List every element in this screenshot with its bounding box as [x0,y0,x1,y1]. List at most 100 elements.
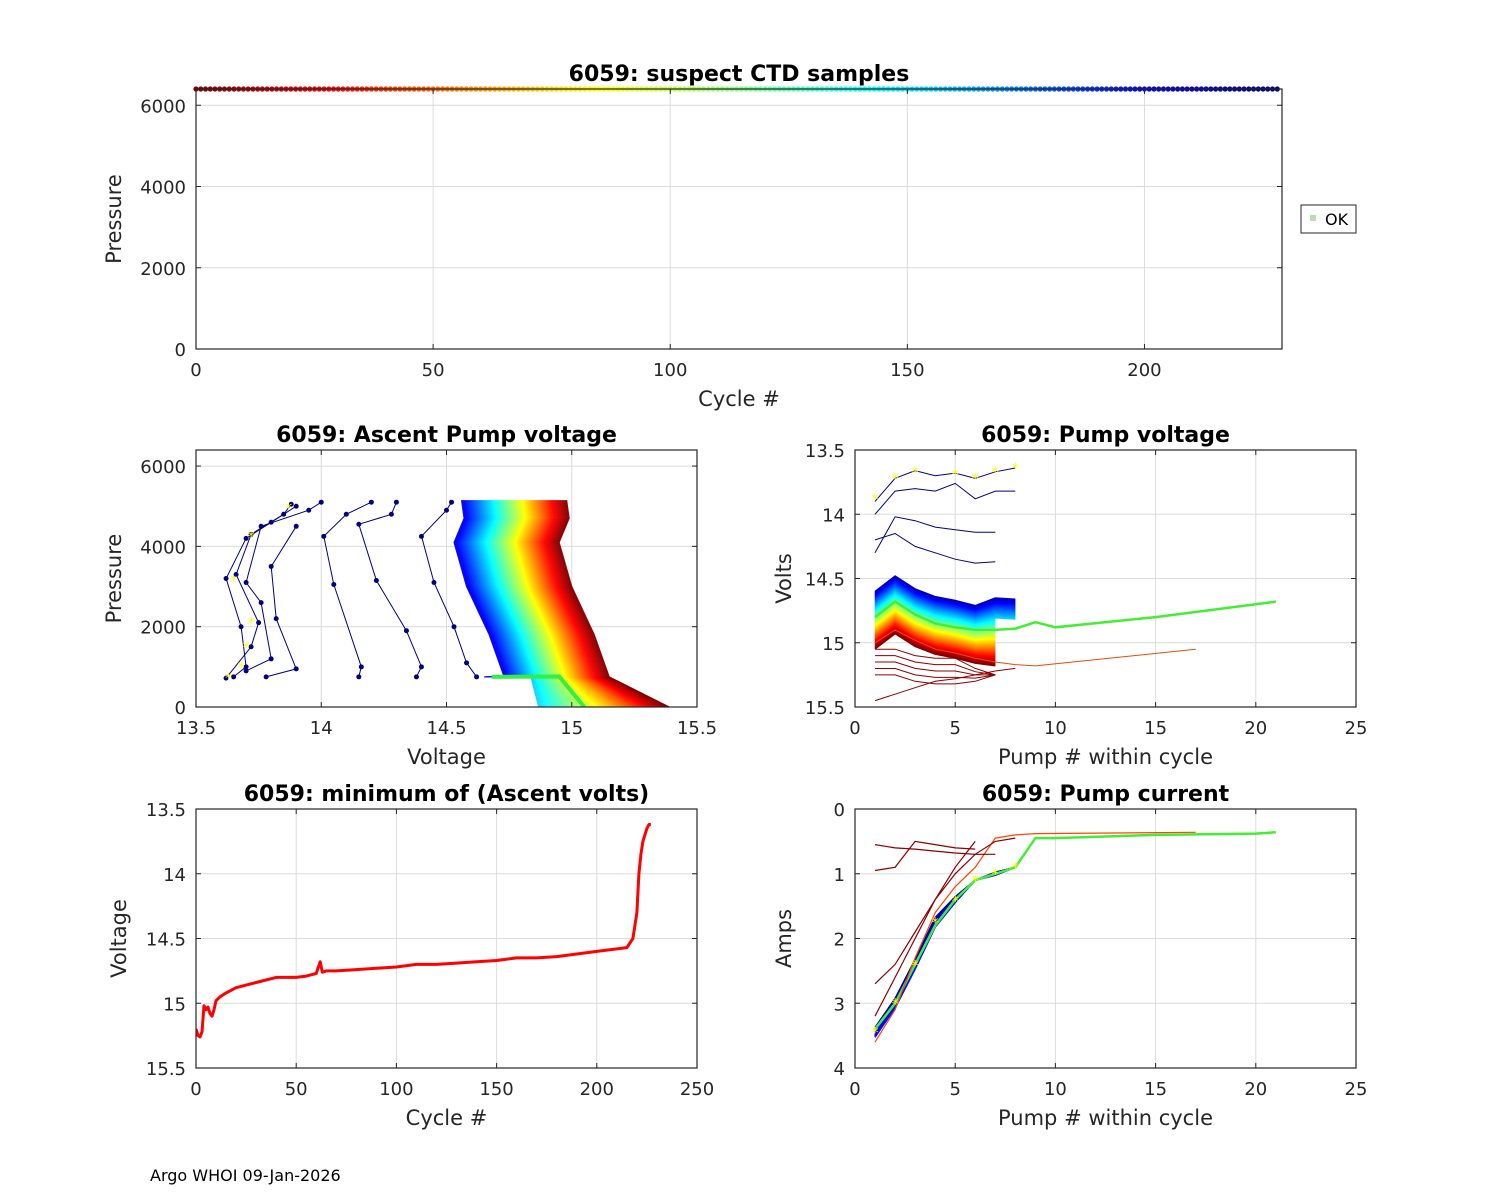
profile-line [551,500,658,707]
x-tick-label: 14 [310,718,333,739]
profile-line [528,500,619,707]
star-marker: * [912,959,919,975]
profile-point [243,535,249,541]
star-marker: * [972,873,979,889]
star-marker: * [248,529,255,545]
pump-current-line [874,840,976,872]
x-tick-label: 10 [1044,1079,1067,1100]
x-tick-label: 150 [479,1079,513,1100]
y-tick-label: 15 [822,634,845,655]
profile-point [273,616,279,622]
profile-point [331,582,337,588]
profile-point [431,580,437,586]
profile-line [539,500,639,707]
profile-line [518,500,603,707]
profile-line [550,500,657,707]
profile-line [557,500,668,707]
profile-line [536,500,634,707]
star-marker: * [1012,461,1019,477]
chart-title: 6059: minimum of (Ascent volts) [244,782,650,807]
y-tick-label: 13.5 [146,800,186,821]
profile-line [523,500,612,707]
profile-line [523,500,611,707]
profile-point [368,499,374,505]
star-marker: * [952,894,959,910]
chart-title: 6059: Pump current [982,782,1230,807]
profile-point [243,664,249,670]
profile-line [552,500,660,707]
profile-point [373,578,379,584]
profile-point [388,511,394,517]
profile-point [393,499,399,505]
profile-line [554,500,664,707]
x-tick-label: 150 [890,360,924,381]
profile-line [530,500,624,707]
profile-point [268,563,274,569]
profile-line [513,500,595,707]
profile-line [544,500,647,707]
star-marker: * [872,1025,879,1041]
profile-line [555,500,665,707]
profile-line [535,500,632,707]
profile-line [535,500,631,707]
profile-point [403,628,409,634]
star-marker: * [892,996,899,1012]
y-tick-label: 14.5 [805,570,845,591]
star-marker: * [230,574,237,590]
profile-line [522,500,610,707]
pump-current-line [874,841,976,1017]
legend-ok-marker [1310,215,1316,221]
pump-voltage-line [874,532,996,564]
y-tick-label: 4 [834,1059,845,1080]
profile-point [231,674,237,680]
y-tick-label: 15.5 [146,1059,186,1080]
x-tick-label: 200 [1127,360,1161,381]
profile-line [511,500,592,707]
star-marker: * [972,471,979,487]
profile-point [281,511,287,517]
data-layer: * * * * * * * [872,461,1276,702]
profile-point [268,656,274,662]
profile-point [356,521,362,527]
profile-point [243,580,249,586]
profile-line [547,500,652,707]
pump-voltage-line [874,633,996,667]
profile-point [238,624,244,630]
pump-voltage-line [874,600,1276,632]
profile-line [531,500,626,707]
profile-line [543,500,645,707]
y-tick-label: 4000 [140,537,186,558]
y-axis-label: Volts [772,553,796,604]
profile-line [525,500,614,707]
profile-line [553,500,662,707]
profile-point [418,533,424,539]
y-tick-label: 2 [834,930,845,951]
profile-line [553,500,661,707]
y-tick-label: 2000 [140,259,186,280]
profile-point [474,674,480,680]
star-marker: * [892,471,899,487]
profile-line [528,500,620,707]
profile-line [525,500,615,707]
y-tick-label: 6000 [140,457,186,478]
star-marker: * [285,501,292,517]
plot-area [196,89,1282,349]
x-tick-label: 0 [849,718,860,739]
y-tick-label: 14.5 [146,930,186,951]
star-marker: * [932,915,939,931]
profile-point [256,620,262,626]
y-tick-label: 0 [175,340,186,361]
data-layer: * * * * * * * * [872,831,1276,1043]
star-marker: * [992,867,999,883]
pump-voltage-line [874,482,1016,515]
profile-line [526,500,616,707]
profile-point [358,664,364,670]
pump-voltage-line [875,661,996,676]
x-tick-label: 50 [285,1079,308,1100]
profile-line [536,500,633,707]
y-tick-label: 3 [834,994,845,1015]
x-tick-label: 0 [190,360,201,381]
star-marker: * [992,465,999,481]
pump-current-line [874,837,1016,985]
